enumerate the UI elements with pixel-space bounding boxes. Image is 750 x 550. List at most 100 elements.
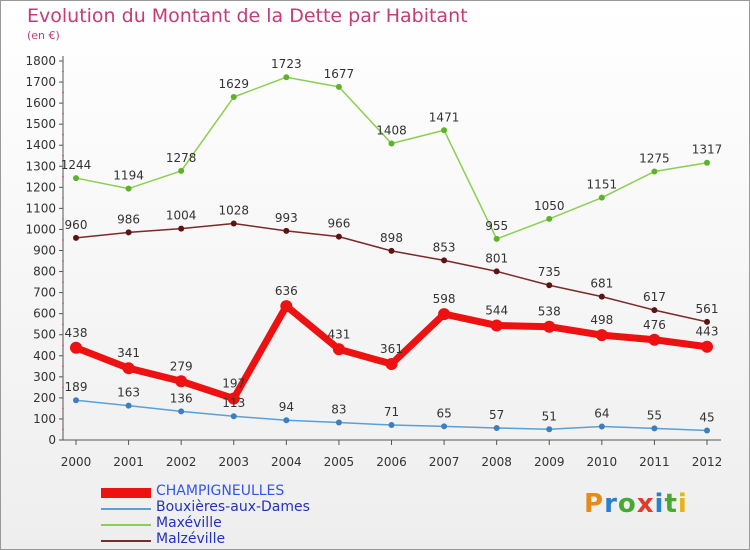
data-point <box>704 318 710 325</box>
data-label: 51 <box>542 409 557 423</box>
x-tick-label: 2001 <box>113 455 144 469</box>
data-label: 1004 <box>166 209 197 223</box>
data-point <box>543 320 556 333</box>
data-label: 189 <box>65 380 88 394</box>
y-tick-label: 800 <box>33 265 56 279</box>
legend-swatch <box>101 488 151 498</box>
data-label: 94 <box>279 400 294 414</box>
data-label: 279 <box>170 359 193 373</box>
chart-title: Evolution du Montant de la Dette par Hab… <box>27 5 468 27</box>
data-label: 853 <box>433 240 456 254</box>
x-tick-label: 2009 <box>534 455 565 469</box>
data-point <box>388 140 395 147</box>
data-label: 1275 <box>639 152 670 166</box>
data-label: 55 <box>647 408 662 422</box>
data-point <box>280 300 293 313</box>
x-tick-label: 2011 <box>639 455 670 469</box>
y-minor-tick <box>62 133 64 136</box>
y-tick-label: 200 <box>33 391 56 405</box>
y-tick-label: 0 <box>48 433 56 447</box>
data-point <box>651 425 658 432</box>
data-label: 163 <box>117 386 140 400</box>
data-point <box>441 127 448 134</box>
data-point <box>122 362 135 375</box>
y-minor-tick <box>62 175 64 178</box>
y-minor-tick <box>62 260 64 262</box>
y-minor-tick <box>62 281 64 283</box>
data-point <box>335 233 342 240</box>
data-point <box>493 235 500 242</box>
data-point <box>73 175 79 182</box>
data-label: 438 <box>65 326 88 340</box>
data-label: 136 <box>170 391 193 405</box>
y-minor-tick <box>62 239 64 241</box>
legend-label: Malzéville <box>156 531 226 547</box>
data-label: 1244 <box>61 158 92 172</box>
x-tick-label: 2007 <box>429 455 460 469</box>
legend-label: Bouxières-aux-Dames <box>156 499 310 515</box>
data-point <box>546 282 553 289</box>
data-point <box>438 308 451 321</box>
y-minor-tick <box>62 344 64 347</box>
y-tick-label: 1600 <box>25 96 56 110</box>
legend-label: Maxéville <box>156 515 222 531</box>
data-point <box>178 408 185 415</box>
x-tick-label: 2006 <box>376 455 407 469</box>
data-point <box>230 413 237 420</box>
data-point <box>335 83 342 90</box>
data-label: 1050 <box>534 199 565 213</box>
data-point <box>125 229 132 236</box>
data-point <box>175 375 188 388</box>
data-point <box>125 185 132 192</box>
y-minor-tick <box>62 365 64 368</box>
data-label: 113 <box>222 396 245 410</box>
data-point <box>704 427 710 434</box>
data-point <box>335 419 342 426</box>
data-point <box>598 194 605 201</box>
data-point <box>388 422 395 429</box>
data-label: 1408 <box>376 124 407 138</box>
data-point <box>125 402 132 409</box>
data-point <box>493 268 500 275</box>
data-point <box>651 168 658 175</box>
data-point <box>385 357 398 370</box>
data-label: 617 <box>643 290 666 304</box>
x-tick-label: 2008 <box>481 455 512 469</box>
data-label: 45 <box>699 411 714 425</box>
data-point <box>490 319 503 332</box>
x-tick-label: 2002 <box>166 455 197 469</box>
y-minor-tick <box>62 302 64 305</box>
data-label: 801 <box>485 251 508 265</box>
y-minor-tick <box>62 70 64 73</box>
data-label: 561 <box>696 302 719 316</box>
logo-letters: Proxiti <box>584 489 688 519</box>
x-tick-label: 2003 <box>218 455 249 469</box>
data-label: 636 <box>275 284 298 298</box>
y-minor-tick <box>62 323 64 326</box>
y-tick-label: 300 <box>33 370 56 384</box>
x-tick-label: 2005 <box>324 455 355 469</box>
data-point <box>283 227 290 234</box>
data-point <box>178 167 185 174</box>
data-label: 64 <box>594 407 609 421</box>
data-label: 681 <box>590 277 613 291</box>
y-minor-tick <box>62 407 64 410</box>
data-point <box>230 94 237 101</box>
data-point <box>493 424 500 431</box>
data-point <box>546 215 553 222</box>
data-point <box>651 307 658 314</box>
y-tick-label: 1000 <box>25 222 56 236</box>
data-point <box>227 392 240 405</box>
data-point <box>595 329 608 342</box>
x-tick-label: 2012 <box>692 455 723 469</box>
y-minor-tick <box>62 154 64 157</box>
y-tick-label: 1800 <box>25 54 56 68</box>
data-point <box>283 417 290 424</box>
data-label: 83 <box>331 403 346 417</box>
data-label: 544 <box>485 303 508 317</box>
data-label: 476 <box>643 318 666 332</box>
data-label: 1028 <box>218 204 249 218</box>
data-point <box>546 426 553 433</box>
